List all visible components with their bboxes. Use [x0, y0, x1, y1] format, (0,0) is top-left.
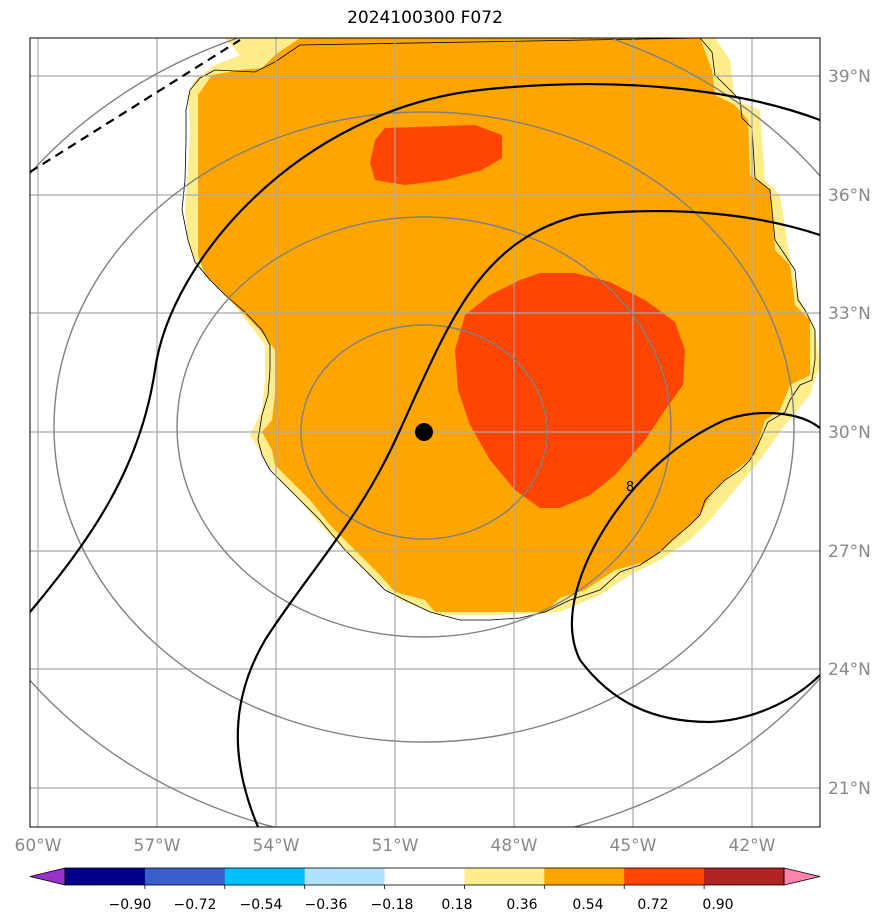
colorbar-tick-label: 0.54: [572, 897, 603, 913]
colorbar-tick-label: −0.54: [240, 897, 283, 913]
latitude-labels: 39°N 36°N 33°N 30°N 27°N 24°N 21°N: [828, 67, 871, 799]
colorbar-tick-label: 0.90: [702, 897, 733, 913]
contour-label: 8: [626, 480, 634, 495]
colorbar-segment: [224, 868, 306, 885]
map-frame: [29, 37, 821, 828]
contour-lines: [30, 39, 820, 827]
colorbar-frame: [64, 867, 785, 886]
colorbar-segment: [544, 868, 625, 885]
lat-label: 24°N: [828, 660, 871, 680]
probability-outline: [181, 38, 816, 621]
map-title: 2024100300 F072: [347, 8, 503, 28]
colorbar-segment: [464, 868, 545, 885]
colorbar-tick-label: −0.90: [109, 897, 152, 913]
lat-label: 39°N: [828, 67, 871, 87]
graticule: [30, 38, 820, 827]
probability-region-high-north: [370, 125, 502, 185]
colorbar-segment: [384, 868, 465, 885]
colorbar-segment: [144, 868, 226, 885]
colorbar-extend-high: [783, 867, 821, 886]
lon-label: 45°W: [610, 836, 657, 856]
longitude-labels: 60°W 57°W 54°W 51°W 48°W 45°W 42°W: [15, 836, 776, 856]
lat-label: 36°N: [828, 186, 871, 206]
colorbar-tick-label: 0.36: [506, 897, 537, 913]
lon-label: 48°W: [491, 836, 538, 856]
colorbar-extend-low: [29, 867, 66, 886]
colorbar-tick-label: −0.18: [371, 897, 414, 913]
lat-label: 21°N: [828, 779, 871, 799]
lon-label: 51°W: [372, 836, 419, 856]
lon-label: 57°W: [134, 836, 181, 856]
lat-label: 27°N: [828, 542, 871, 562]
colorbar-tick-labels: −0.90 −0.72 −0.54 −0.36 −0.18 0.18 0.36 …: [109, 897, 734, 913]
probability-region-high-core: [455, 273, 685, 508]
lat-label: 30°N: [828, 423, 871, 443]
colorbar-segment: [304, 868, 386, 885]
colorbar-tick-label: 0.18: [441, 897, 472, 913]
lat-label: 33°N: [828, 304, 871, 324]
colorbar: [29, 867, 821, 889]
colorbar-tick-label: −0.36: [305, 897, 348, 913]
colorbar-segment: [704, 868, 785, 885]
colorbar-segment: [65, 868, 146, 885]
colorbar-segment: [624, 868, 705, 885]
colorbar-tick-label: −0.72: [174, 897, 217, 913]
storm-center-marker: [415, 423, 433, 441]
range-rings: [30, 38, 820, 827]
lon-label: 54°W: [253, 836, 300, 856]
lon-label: 42°W: [729, 836, 776, 856]
lon-label: 60°W: [15, 836, 62, 856]
colorbar-tick-label: 0.72: [637, 897, 668, 913]
